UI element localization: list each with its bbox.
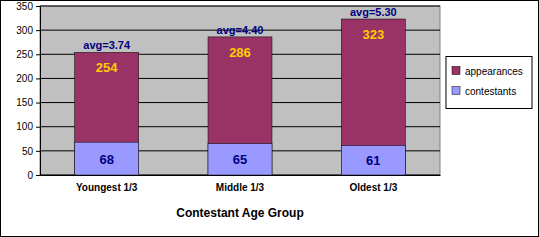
legend-label: contestants	[465, 86, 516, 97]
chart-border	[1, 1, 539, 237]
legend: appearances contestants	[446, 57, 532, 109]
x-axis: Youngest 1/3 Middle 1/3 Oldest 1/3	[41, 175, 441, 193]
legend-box	[446, 57, 532, 109]
y-tick: 0	[27, 170, 40, 181]
x-tick-label: Middle 1/3	[216, 182, 265, 193]
grid	[40, 6, 440, 175]
annotations: avg=3.74 avg=4.40 avg=5.30	[83, 6, 396, 51]
y-tick-mark	[36, 175, 40, 176]
y-tick: 200	[16, 73, 40, 84]
y-tick: 250	[16, 49, 40, 60]
y-tick-label: 100	[16, 121, 33, 132]
y-tick-label: 50	[22, 146, 34, 157]
bar	[75, 52, 139, 175]
bar	[208, 144, 272, 175]
bar	[75, 142, 139, 175]
data-labels: 68 65 61	[99, 152, 380, 169]
x-tick: Oldest 1/3	[349, 175, 397, 193]
bar	[341, 146, 405, 175]
y-tick-label: 250	[16, 49, 33, 60]
x-tick: Middle 1/3	[216, 175, 265, 193]
data-label: 323	[362, 27, 384, 42]
y-tick-mark	[36, 103, 40, 104]
annotation: avg=4.40	[217, 24, 264, 36]
bar	[341, 19, 405, 175]
y-tick: 100	[16, 121, 40, 132]
x-tick-label: Youngest 1/3	[76, 182, 138, 193]
x-tick: Youngest 1/3	[76, 175, 138, 193]
data-label: 68	[99, 152, 113, 167]
y-tick-label: 200	[16, 73, 33, 84]
y-tick: 50	[22, 146, 40, 157]
y-tick: 300	[16, 25, 40, 36]
y-tick: 150	[16, 97, 40, 108]
bar	[208, 37, 272, 175]
y-tick-label: 350	[16, 1, 33, 12]
data-label: 65	[233, 152, 247, 167]
y-axis-line	[40, 7, 41, 176]
x-axis-title: Contestant Age Group	[176, 206, 304, 220]
y-tick-label: 300	[16, 25, 33, 36]
y-tick: 350	[16, 1, 40, 12]
plot: 0 50 100 150 200 250 300 350 Youngest 1/3 Middle …	[16, 1, 440, 193]
chart: 0 50 100 150 200 250 300 350 Youngest 1/3 Middle …	[0, 0, 539, 237]
y-tick-mark	[36, 78, 40, 79]
y-tick-mark	[36, 127, 40, 128]
annotation: avg=5.30	[350, 6, 397, 18]
y-tick-mark	[36, 6, 40, 7]
legend-swatch	[452, 67, 460, 75]
x-tick-label: Oldest 1/3	[349, 182, 397, 193]
y-axis: 0 50 100 150 200 250 300 350	[16, 1, 40, 181]
data-label: 61	[366, 153, 380, 168]
y-tick-mark	[36, 54, 40, 55]
plot-background	[40, 6, 440, 175]
bars	[75, 19, 406, 175]
legend-label: appearances	[465, 66, 523, 77]
y-tick-mark	[36, 30, 40, 31]
data-label: 286	[229, 45, 251, 60]
annotation: avg=3.74	[83, 39, 131, 51]
data-label: 254	[96, 60, 118, 75]
x-axis-line	[41, 175, 441, 176]
y-tick-label: 0	[27, 170, 33, 181]
y-tick-mark	[36, 151, 40, 152]
y-tick-label: 150	[16, 97, 33, 108]
legend-swatch	[452, 87, 460, 95]
